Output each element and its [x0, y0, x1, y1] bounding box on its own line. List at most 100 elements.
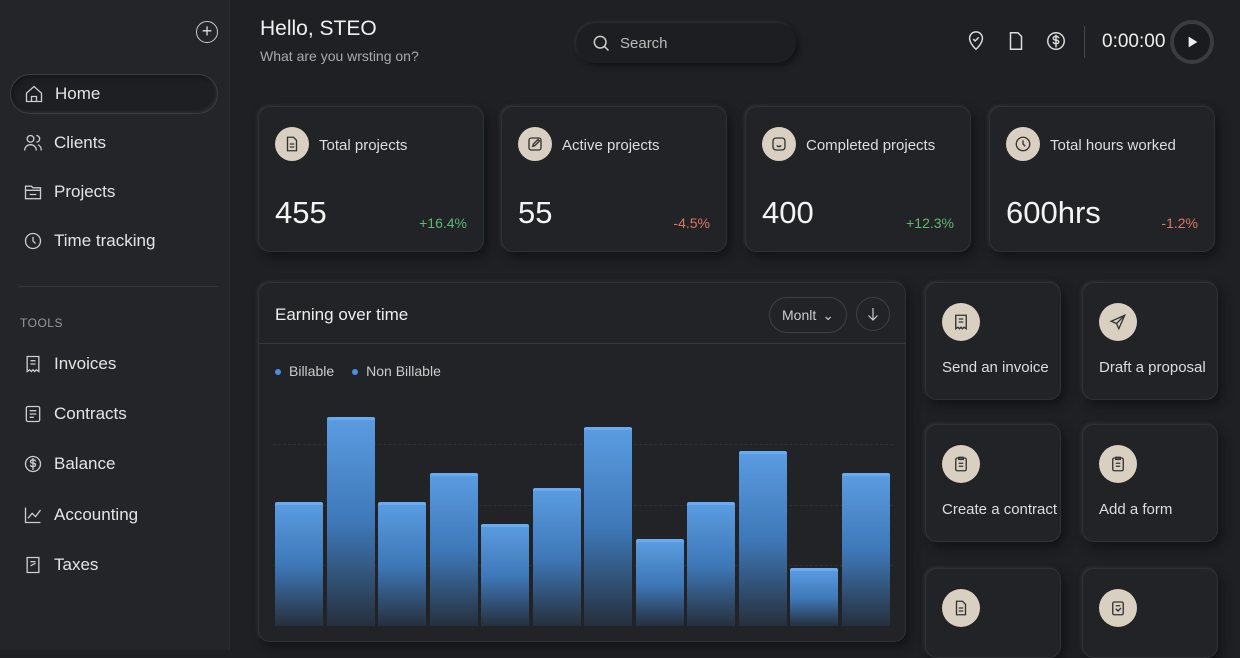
receipt-icon [22, 353, 44, 375]
quick-action-label: Add a form [1099, 501, 1173, 518]
bar-plot [273, 383, 893, 626]
document-icon[interactable] [1005, 30, 1027, 52]
bar [326, 417, 375, 626]
legend-item: Billable [275, 363, 334, 379]
clipboard-icon [942, 445, 980, 483]
stat-change: -4.5% [673, 215, 710, 231]
divider [18, 286, 218, 287]
sidebar-item-contracts[interactable]: Contracts [10, 394, 218, 434]
stat-value: 400 [762, 195, 814, 230]
gridline [273, 443, 893, 445]
arrow-down-icon [868, 308, 878, 321]
dollar-icon[interactable] [1045, 30, 1067, 52]
play-button[interactable] [1170, 20, 1214, 64]
receipt-icon [942, 303, 980, 341]
greeting: Hello, STEO [260, 17, 377, 40]
legend-label: Non Billable [366, 363, 441, 379]
bar [532, 487, 581, 626]
bar [738, 451, 787, 626]
bar [275, 502, 323, 626]
stat-card: Active projects 55 -4.5% [501, 106, 727, 252]
bar [635, 538, 684, 626]
sidebar-item-label: Home [55, 84, 101, 103]
bar [584, 426, 632, 626]
chart-title: Earning over time [275, 305, 409, 324]
chart-legend: Billable Non Billable [275, 363, 441, 379]
quick-action-button[interactable]: Send an invoice [925, 282, 1061, 400]
sidebar-item-label: Contracts [54, 404, 127, 423]
sidebar-item-label: Invoices [54, 354, 117, 373]
home-icon [23, 83, 45, 105]
smile-icon [762, 127, 796, 161]
location-icon[interactable] [965, 30, 987, 52]
stat-value: 600hrs [1006, 195, 1101, 230]
bar [841, 472, 890, 626]
legend-label: Billable [289, 363, 335, 379]
bar [429, 472, 478, 626]
sidebar-item-label: Clients [54, 133, 106, 152]
sidebar-item-taxes[interactable]: Taxes [10, 545, 218, 585]
sidebar-item-invoices[interactable]: Invoices [10, 344, 218, 384]
clock-icon [1006, 127, 1040, 161]
search-input[interactable]: Search [576, 23, 796, 63]
clock-icon [22, 230, 44, 252]
download-button[interactable] [856, 297, 890, 331]
sidebar-item-projects[interactable]: Projects [10, 172, 218, 212]
period-value: Monlt [782, 307, 817, 323]
contract-icon [22, 403, 44, 425]
quick-action-button[interactable] [1082, 568, 1218, 658]
sidebar-item-clients[interactable]: Clients [10, 123, 218, 163]
stat-change: -1.2% [1161, 215, 1198, 231]
clipboard-icon [1099, 445, 1137, 483]
bar [790, 567, 838, 626]
sidebar-item-home[interactable]: Home [10, 74, 218, 114]
stat-change: +16.4% [419, 215, 467, 231]
period-select[interactable]: Monlt ⌄ [769, 297, 847, 333]
play-icon [1188, 36, 1198, 48]
bar [687, 502, 735, 626]
stat-card: Total hours worked 600hrs -1.2% [989, 106, 1215, 252]
timer: 0:00:00 [1102, 31, 1166, 52]
divider [1084, 26, 1085, 58]
gridline [273, 504, 893, 506]
edit-icon [518, 127, 552, 161]
stat-card: Completed projects 400 +12.3% [745, 106, 971, 252]
stat-value: 455 [275, 195, 327, 230]
send-icon [1099, 303, 1137, 341]
chevron-down-icon: ⌄ [822, 306, 834, 323]
sidebar-item-label: Projects [54, 182, 116, 201]
quick-action-label: Draft a proposal [1099, 359, 1206, 376]
chart-line-icon [22, 504, 44, 526]
quick-action-button[interactable]: Draft a proposal [1082, 282, 1218, 400]
bar [481, 523, 529, 626]
sidebar-item-label: Balance [54, 454, 116, 473]
quick-action-label: Send an invoice [942, 359, 1049, 376]
document-icon [942, 589, 980, 627]
stat-label: Total projects [319, 137, 408, 154]
stat-value: 55 [518, 195, 553, 230]
tools-heading: TOOLS [20, 316, 63, 330]
sidebar-item-time-tracking[interactable]: Time tracking [10, 221, 218, 261]
form-edit-icon [1099, 589, 1137, 627]
quick-action-button[interactable] [925, 568, 1061, 658]
stat-change: +12.3% [906, 215, 954, 231]
dollar-icon [22, 453, 44, 475]
sidebar-item-accounting[interactable]: Accounting [10, 495, 218, 535]
earning-chart-card: Earning over time Monlt ⌄ Billable Non Bi… [258, 282, 906, 642]
stat-card: Total projects 455 +16.4% [258, 106, 484, 252]
sidebar-item-label: Taxes [54, 555, 99, 574]
add-icon[interactable]: + [196, 21, 218, 43]
sidebar-item-balance[interactable]: Balance [10, 444, 218, 484]
gridline [273, 565, 893, 567]
legend-item: Non Billable [352, 363, 441, 379]
sidebar-item-label: Time tracking [54, 231, 156, 250]
quick-action-button[interactable]: Create a contract [925, 424, 1061, 542]
folder-icon [22, 181, 44, 203]
sidebar-item-label: Accounting [54, 505, 139, 524]
document-icon [275, 127, 309, 161]
search-icon [590, 32, 612, 54]
quick-action-button[interactable]: Add a form [1082, 424, 1218, 542]
sidebar: + Home Clients Projects Time tracking TO… [0, 0, 230, 650]
tax-icon [22, 554, 44, 576]
stat-label: Completed projects [806, 137, 936, 154]
